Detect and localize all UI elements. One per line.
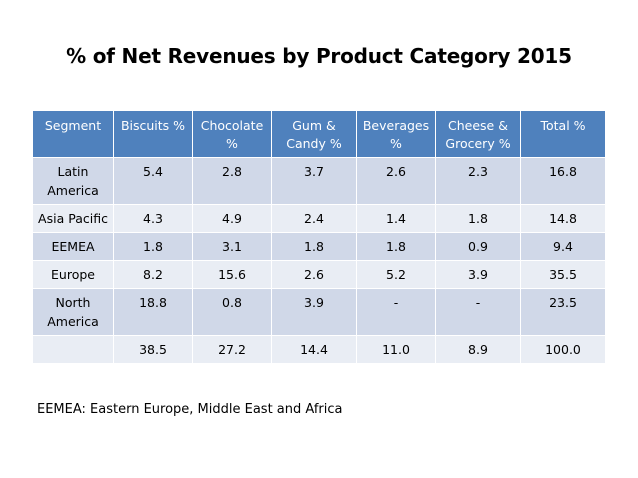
cell-total: 9.4 <box>521 233 605 260</box>
cell-value: 11.0 <box>357 336 435 363</box>
cell-total: 100.0 <box>521 336 605 363</box>
cell-value: 3.9 <box>436 261 520 288</box>
cell-value: 4.3 <box>114 205 192 232</box>
cell-value: 2.6 <box>357 158 435 204</box>
cell-segment: Asia Pacific <box>33 205 113 232</box>
cell-value: 0.9 <box>436 233 520 260</box>
cell-value: 4.9 <box>193 205 271 232</box>
cell-segment: North America <box>33 289 113 335</box>
cell-value: 27.2 <box>193 336 271 363</box>
cell-value: 1.4 <box>357 205 435 232</box>
cell-value: 38.5 <box>114 336 192 363</box>
cell-value: 14.4 <box>272 336 356 363</box>
header-cheese-grocery: Cheese & Grocery % <box>436 111 520 157</box>
cell-value: 2.8 <box>193 158 271 204</box>
cell-value: 15.6 <box>193 261 271 288</box>
header-beverages: Beverages % <box>357 111 435 157</box>
cell-segment <box>33 336 113 363</box>
table-row: Asia Pacific 4.3 4.9 2.4 1.4 1.8 14.8 <box>33 205 605 232</box>
table-totals-row: 38.5 27.2 14.4 11.0 8.9 100.0 <box>33 336 605 363</box>
table-header-row: Segment Biscuits % Chocolate % Gum & Can… <box>33 111 605 157</box>
cell-segment: Europe <box>33 261 113 288</box>
header-total: Total % <box>521 111 605 157</box>
cell-value: 2.6 <box>272 261 356 288</box>
table-row: Latin America 5.4 2.8 3.7 2.6 2.3 16.8 <box>33 158 605 204</box>
header-gum-candy: Gum & Candy % <box>272 111 356 157</box>
cell-value: 0.8 <box>193 289 271 335</box>
cell-value: 2.4 <box>272 205 356 232</box>
cell-value: 5.4 <box>114 158 192 204</box>
cell-value: 1.8 <box>114 233 192 260</box>
table-row: North America 18.8 0.8 3.9 - - 23.5 <box>33 289 605 335</box>
cell-value: 5.2 <box>357 261 435 288</box>
header-segment: Segment <box>33 111 113 157</box>
cell-value: 1.8 <box>272 233 356 260</box>
cell-value: 8.9 <box>436 336 520 363</box>
cell-value: - <box>436 289 520 335</box>
cell-total: 16.8 <box>521 158 605 204</box>
cell-value: 8.2 <box>114 261 192 288</box>
cell-total: 14.8 <box>521 205 605 232</box>
revenue-table: Segment Biscuits % Chocolate % Gum & Can… <box>32 110 606 364</box>
cell-value: 3.1 <box>193 233 271 260</box>
table-row: EEMEA 1.8 3.1 1.8 1.8 0.9 9.4 <box>33 233 605 260</box>
footnote: EEMEA: Eastern Europe, Middle East and A… <box>37 402 343 417</box>
cell-value: 2.3 <box>436 158 520 204</box>
cell-value: 1.8 <box>357 233 435 260</box>
table-row: Europe 8.2 15.6 2.6 5.2 3.9 35.5 <box>33 261 605 288</box>
cell-total: 23.5 <box>521 289 605 335</box>
cell-value: 3.9 <box>272 289 356 335</box>
cell-value: 18.8 <box>114 289 192 335</box>
cell-segment: EEMEA <box>33 233 113 260</box>
cell-total: 35.5 <box>521 261 605 288</box>
header-biscuits: Biscuits % <box>114 111 192 157</box>
cell-value: 3.7 <box>272 158 356 204</box>
header-chocolate: Chocolate % <box>193 111 271 157</box>
cell-segment: Latin America <box>33 158 113 204</box>
cell-value: 1.8 <box>436 205 520 232</box>
slide-title: % of Net Revenues by Product Category 20… <box>66 44 572 68</box>
cell-value: - <box>357 289 435 335</box>
